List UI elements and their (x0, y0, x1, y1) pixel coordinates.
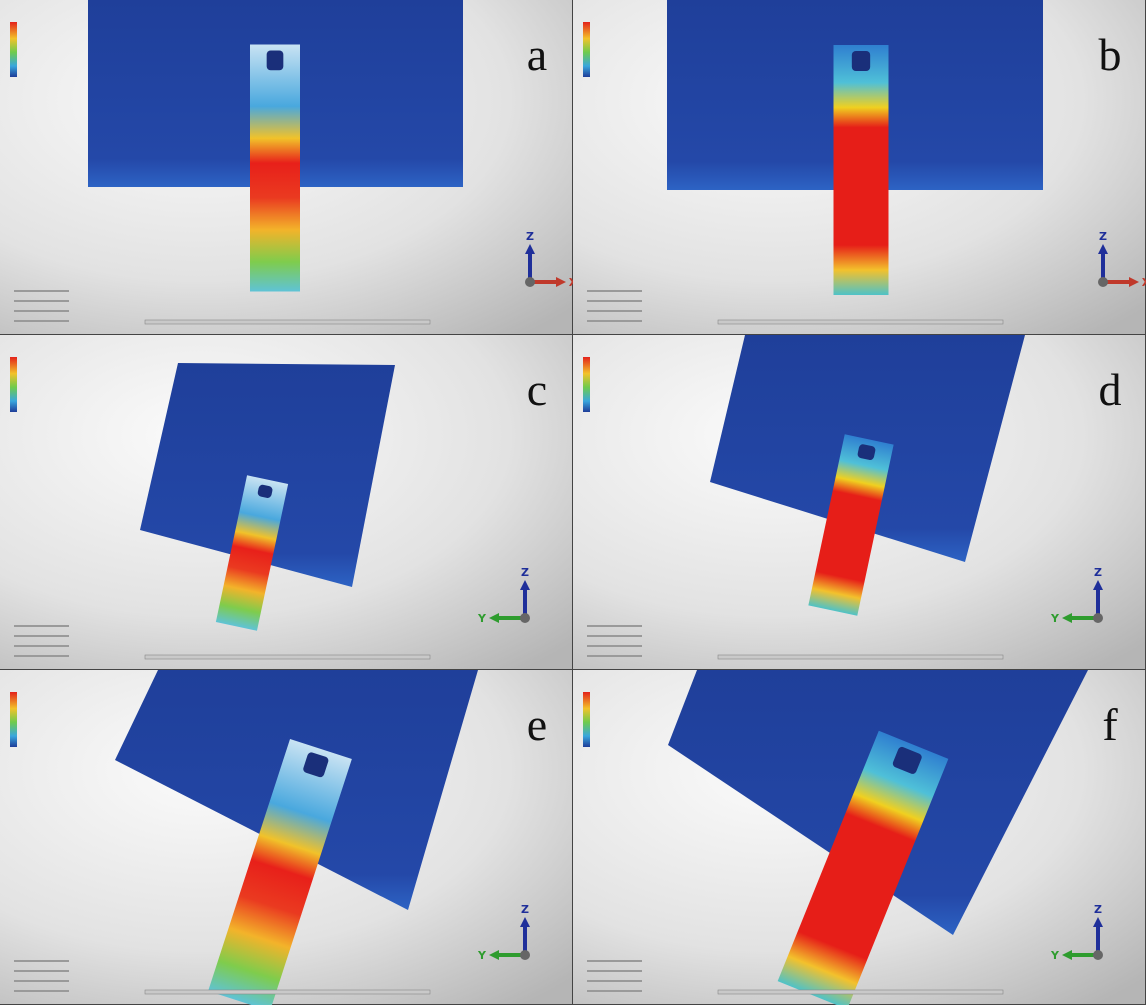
info-line (587, 990, 642, 992)
info-line (587, 320, 642, 322)
axis-label: Y (477, 949, 487, 962)
scale-bar (145, 655, 430, 659)
implant (834, 45, 889, 295)
info-line (587, 655, 642, 657)
scale-bar (718, 320, 1003, 324)
panel-label: e (527, 699, 547, 750)
panel-label: f (1102, 699, 1118, 750)
info-line (587, 980, 642, 982)
axis-label: Z (1094, 566, 1102, 579)
info-line (14, 970, 69, 972)
implant-slot (267, 51, 284, 71)
info-line (14, 990, 69, 992)
scale-bar (718, 990, 1003, 994)
axis-label: X (1142, 276, 1146, 289)
panel-label: c (527, 364, 547, 415)
info-line (14, 300, 69, 302)
axis-label: Y (1050, 612, 1060, 625)
implant (250, 45, 300, 292)
info-line (14, 960, 69, 962)
info-line (14, 290, 69, 292)
legend-colorbar (583, 22, 590, 77)
panel: Z Xb (573, 0, 1146, 334)
info-line (587, 625, 642, 627)
axis-origin (520, 613, 530, 623)
axis-label: Y (1050, 949, 1060, 962)
info-line (587, 300, 642, 302)
legend-colorbar (583, 357, 590, 412)
info-line (14, 310, 69, 312)
axis-label: Y (477, 612, 487, 625)
info-line (587, 645, 642, 647)
scale-bar (718, 655, 1003, 659)
info-line (587, 290, 642, 292)
info-line (587, 970, 642, 972)
axis-origin (1093, 950, 1103, 960)
axis-origin (525, 277, 535, 287)
axis-label: Z (526, 230, 534, 243)
info-line (14, 635, 69, 637)
info-line (587, 635, 642, 637)
legend-colorbar (10, 692, 17, 747)
legend-colorbar (583, 692, 590, 747)
panel: Z Yd (573, 335, 1145, 669)
panel: Z Yf (573, 670, 1145, 1005)
axis-label: Z (521, 903, 529, 916)
axis-origin (1098, 277, 1108, 287)
info-line (14, 645, 69, 647)
info-line (587, 960, 642, 962)
info-line (14, 320, 69, 322)
info-line (14, 625, 69, 627)
implant-body (250, 45, 300, 292)
axis-label: Z (521, 566, 529, 579)
legend-colorbar (10, 357, 17, 412)
panel: Z Ye (0, 670, 572, 1005)
info-line (14, 980, 69, 982)
implant-body (834, 45, 889, 295)
figure: ZXaZXbZYcZYdZYeZYf (0, 0, 1146, 1005)
axis-origin (1093, 613, 1103, 623)
panel-label: d (1099, 364, 1122, 415)
scale-bar (145, 990, 430, 994)
panel-label: a (527, 29, 547, 80)
axis-origin (520, 950, 530, 960)
panel: ZXa (0, 0, 578, 334)
panel-label: b (1099, 29, 1122, 80)
implant-slot (852, 51, 870, 71)
panel: Z Yc (0, 335, 572, 669)
axis-label: Z (1099, 230, 1107, 243)
info-line (14, 655, 69, 657)
axis-label: Z (1094, 903, 1102, 916)
scale-bar (145, 320, 430, 324)
info-line (587, 310, 642, 312)
legend-colorbar (10, 22, 17, 77)
